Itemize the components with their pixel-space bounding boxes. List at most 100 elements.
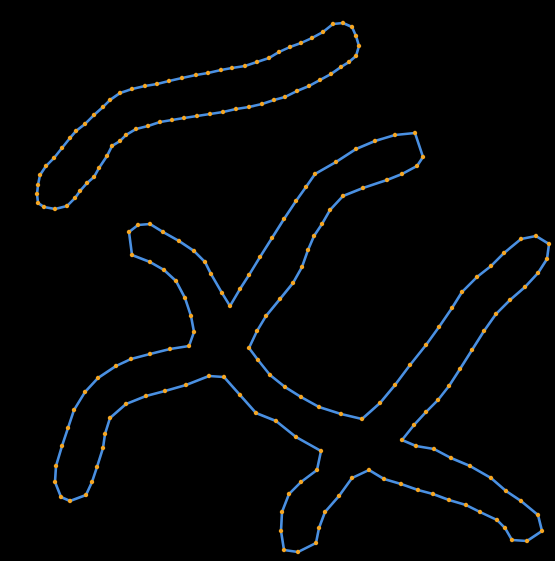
vertex-point <box>518 236 524 242</box>
vertex-point <box>290 280 296 286</box>
vertex-point <box>282 94 288 100</box>
vertex-point <box>316 525 322 531</box>
vertex-point <box>161 267 167 273</box>
vertex-point <box>246 104 252 110</box>
vertex-point <box>544 256 550 262</box>
vertex-point <box>340 20 346 26</box>
vertex-point <box>145 123 151 129</box>
vertex-point <box>233 106 239 112</box>
vertex-point <box>474 274 480 280</box>
vertex-point <box>255 357 261 363</box>
vertex-point <box>91 174 97 180</box>
vertex-point <box>65 425 71 431</box>
vertex-point <box>507 297 513 303</box>
vertex-point <box>157 119 163 125</box>
vertex-point <box>322 509 328 515</box>
vertex-point <box>446 497 452 503</box>
vertex-point <box>463 502 469 508</box>
vertex-point <box>182 295 188 301</box>
vertex-point <box>539 528 545 534</box>
vertex-point <box>469 347 475 353</box>
vertex-point <box>167 346 173 352</box>
vertex-point <box>113 363 119 369</box>
vertex-point <box>242 63 248 69</box>
vertex-point <box>193 72 199 78</box>
vertex-point <box>281 216 287 222</box>
vertex-point <box>154 81 160 87</box>
vertex-point <box>169 117 175 123</box>
vertex-point <box>202 259 208 265</box>
vertex-point <box>314 467 320 473</box>
vertex-point <box>266 55 272 61</box>
vertex-point <box>83 492 89 498</box>
vertex-point <box>457 366 463 372</box>
vertex-point <box>179 75 185 81</box>
vertex-point <box>287 44 293 50</box>
vertex-point <box>535 512 541 518</box>
vertex-point <box>353 146 359 152</box>
vertex-point <box>327 207 333 213</box>
vertex-point <box>311 233 317 239</box>
vertex-point <box>176 238 182 244</box>
vertex-point <box>320 29 326 35</box>
vertex-point <box>338 411 344 417</box>
vertex-point <box>129 252 135 258</box>
vertex-point <box>384 177 390 183</box>
vertex-point <box>366 467 372 473</box>
vertex-point <box>338 64 344 70</box>
vertex-point <box>420 154 426 160</box>
vertex-point <box>220 109 226 115</box>
vertex-point <box>254 59 260 65</box>
vertex-point <box>353 53 359 59</box>
vertex-point <box>107 97 113 103</box>
vertex-point <box>313 540 319 546</box>
vertex-point <box>147 351 153 357</box>
vertex-point <box>219 290 225 296</box>
vertex-point <box>293 434 299 440</box>
vertex-point <box>194 113 200 119</box>
vertex-point <box>412 130 418 136</box>
vertex-point <box>306 83 312 89</box>
vertex-point <box>221 374 227 380</box>
vertex-point <box>147 221 153 227</box>
vertex-point <box>488 263 494 269</box>
vertex-point <box>431 446 437 452</box>
vertex-point <box>340 193 346 199</box>
vertex-point <box>64 203 70 209</box>
vertex-point <box>117 138 123 144</box>
vertex-point <box>299 264 305 270</box>
vertex-point <box>77 188 83 194</box>
vertex-point <box>353 33 359 39</box>
vertex-point <box>162 388 168 394</box>
vertex-point <box>298 394 304 400</box>
vertex-point <box>129 86 135 92</box>
vertex-point <box>503 488 509 494</box>
vertex-point <box>459 289 465 295</box>
vertex-point <box>372 138 378 144</box>
vertex-point <box>273 418 279 424</box>
vertex-point <box>349 24 355 30</box>
vertex-point <box>267 372 273 378</box>
vertex-point <box>414 163 420 169</box>
vertex-point <box>253 410 259 416</box>
vertex-point <box>481 328 487 334</box>
vertex-point <box>398 481 404 487</box>
vertex-point <box>328 71 334 77</box>
vertex-point <box>67 498 73 504</box>
vertex-point <box>84 180 90 186</box>
vertex-point <box>298 479 304 485</box>
vertex-point <box>143 393 149 399</box>
vertex-point <box>435 397 441 403</box>
vertex-point <box>349 475 355 481</box>
vertex-point <box>191 329 197 335</box>
vertex-point <box>142 83 148 89</box>
vertex-point <box>259 101 265 107</box>
vertex-point <box>411 422 417 428</box>
vertex-point <box>207 111 213 117</box>
vertex-point <box>423 342 429 348</box>
vertex-point <box>533 233 539 239</box>
upper-stroke-outline <box>34 20 362 212</box>
vertex-point <box>43 163 49 169</box>
vertex-point <box>423 409 429 415</box>
